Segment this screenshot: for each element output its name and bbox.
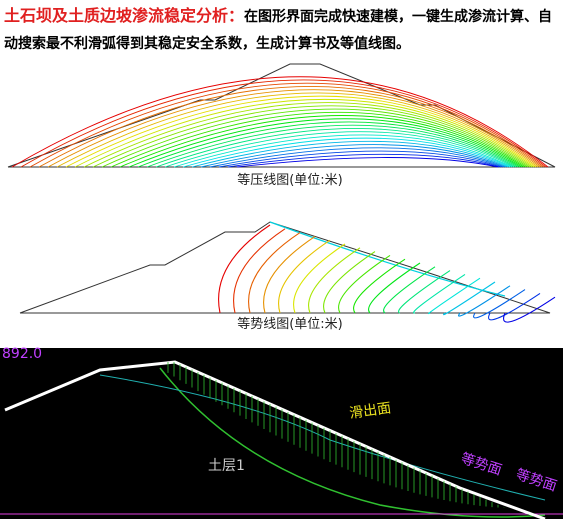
isobar bbox=[101, 108, 529, 168]
equipotential bbox=[398, 270, 451, 314]
isobar bbox=[47, 89, 541, 168]
description: 在图形界面完成快速建模，一键生成渗流计算、自动搜索最不利滑弧得到其稳定安全系数，… bbox=[4, 9, 553, 52]
equipotential bbox=[413, 273, 466, 314]
equipotential bbox=[308, 247, 361, 314]
isobar bbox=[200, 144, 507, 168]
phreatic-line bbox=[269, 221, 506, 297]
title: 土石坝及土质边坡渗流稳定分析： bbox=[4, 6, 245, 25]
soil-layer-label: 土层1 bbox=[208, 458, 245, 474]
isobar bbox=[119, 115, 525, 168]
equipotential bbox=[368, 262, 421, 314]
elevation-label: 892.0 bbox=[2, 346, 42, 362]
equipotential bbox=[263, 235, 316, 314]
isobar bbox=[11, 76, 549, 168]
equipotential bbox=[353, 258, 406, 314]
equipotential-diagram bbox=[19, 221, 556, 323]
isobar bbox=[20, 79, 547, 168]
isobar bbox=[65, 95, 537, 168]
slip-arc bbox=[159, 367, 546, 518]
isobar bbox=[236, 157, 499, 168]
equipotential bbox=[248, 232, 301, 314]
cad-view bbox=[0, 360, 563, 519]
slope-outline bbox=[4, 360, 546, 519]
equipotential bbox=[488, 292, 541, 321]
equipotential bbox=[293, 243, 346, 314]
isobar bbox=[29, 82, 545, 168]
equipotential bbox=[503, 296, 556, 323]
isobar bbox=[209, 147, 505, 168]
isobar bbox=[137, 121, 521, 168]
slip-out-label: 滑出面 bbox=[348, 399, 392, 422]
equipotential bbox=[428, 277, 481, 315]
equipotential bbox=[443, 281, 496, 316]
isobar bbox=[83, 102, 533, 168]
isobar bbox=[146, 124, 519, 168]
isobar bbox=[227, 153, 501, 168]
equipotential bbox=[233, 228, 286, 314]
isobar bbox=[110, 111, 527, 168]
isobar bbox=[155, 127, 517, 168]
isobar bbox=[38, 85, 543, 168]
equipotential bbox=[323, 251, 376, 314]
equipotential bbox=[338, 254, 391, 314]
isobar bbox=[182, 137, 511, 168]
isobar-caption: 等压线图(单位:米) bbox=[237, 172, 343, 188]
isobar bbox=[218, 150, 503, 168]
isobar bbox=[56, 92, 539, 168]
isobar-diagram bbox=[7, 63, 556, 168]
equipotential bbox=[218, 224, 271, 314]
equipotential bbox=[383, 266, 436, 314]
equipotential bbox=[473, 289, 526, 319]
isobar bbox=[92, 105, 531, 168]
isobar bbox=[191, 140, 509, 168]
dam-outline bbox=[19, 221, 551, 314]
equipotential bbox=[278, 239, 331, 314]
header: 土石坝及土质边坡渗流稳定分析：在图形界面完成快速建模，一键生成渗流计算、自动搜索… bbox=[4, 2, 560, 58]
isobar bbox=[164, 131, 515, 168]
isobar bbox=[74, 99, 535, 168]
isobar bbox=[173, 134, 513, 168]
equipotential-caption: 等势线图(单位:米) bbox=[237, 316, 343, 332]
equipotential bbox=[458, 285, 511, 317]
isobar bbox=[128, 118, 523, 168]
